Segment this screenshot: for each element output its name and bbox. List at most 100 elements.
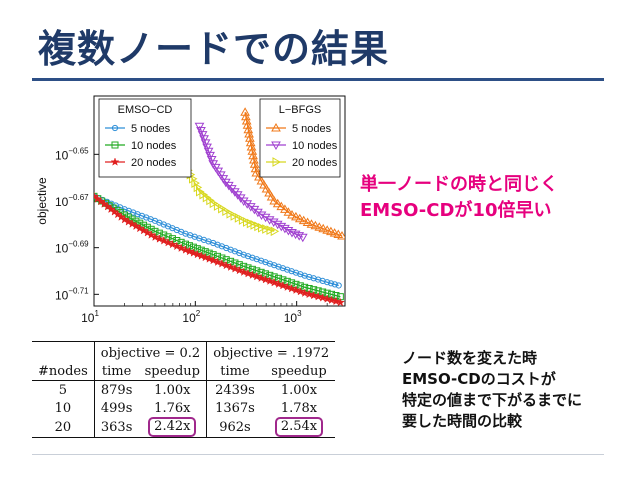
series-point xyxy=(331,281,338,288)
y-tick-label: 10−0.71 xyxy=(55,286,89,302)
table-row: 10 499s 1.76x 1367s 1.78x xyxy=(32,399,335,417)
y-tick-label: 10−0.69 xyxy=(55,240,89,256)
table-header: speedup xyxy=(262,362,336,381)
table-header: objective = 0.2 xyxy=(94,341,208,362)
series-point xyxy=(238,197,249,207)
series-point xyxy=(150,232,160,242)
series-point xyxy=(196,251,206,260)
series-point xyxy=(245,133,255,142)
series-point xyxy=(253,208,263,218)
series-point xyxy=(264,216,275,225)
series-point xyxy=(200,139,211,148)
table-cell: 363s xyxy=(94,417,139,438)
series-point xyxy=(230,211,240,221)
table-cell: 1.78x xyxy=(280,400,318,416)
series-point xyxy=(294,213,305,223)
legend-entry: 5 nodes xyxy=(131,123,171,135)
series-point xyxy=(176,243,186,253)
table-cell: 2.54x xyxy=(262,417,336,438)
series-point xyxy=(242,200,253,209)
series-point xyxy=(172,241,182,251)
series-point xyxy=(273,279,284,289)
highlighted-speedup: 2.42x xyxy=(148,417,197,437)
table-header-row: objective = 0.2 objective = .1972 xyxy=(32,341,336,362)
series-point xyxy=(337,230,345,240)
series-point xyxy=(230,264,240,273)
series-point xyxy=(248,150,258,160)
series-point xyxy=(226,262,236,272)
series-point xyxy=(193,182,203,193)
legend-entry: 5 nodes xyxy=(292,123,332,135)
legend-marker xyxy=(110,157,120,166)
table-cell: 1.00x xyxy=(280,382,318,398)
series-point xyxy=(302,217,313,226)
series-point xyxy=(243,268,253,278)
slide-title: 複数ノードでの結果 xyxy=(38,27,390,71)
series-point xyxy=(258,222,267,233)
series-point xyxy=(324,279,331,286)
legend-marker xyxy=(271,141,281,151)
series-point xyxy=(226,208,236,219)
table-header: time xyxy=(206,362,263,381)
table-cell: 10 xyxy=(32,399,95,417)
callout-line: EMSO-CDが10倍早い xyxy=(360,200,552,221)
series-point xyxy=(327,280,335,287)
series-point xyxy=(276,222,287,232)
series-point xyxy=(272,198,283,208)
series-point xyxy=(204,254,214,263)
series-point xyxy=(318,223,329,233)
callout-line: 特定の値まで下がるまでに xyxy=(402,391,583,409)
series-point xyxy=(256,211,267,221)
series-markers xyxy=(240,107,345,240)
series-line xyxy=(94,195,341,298)
series-point xyxy=(135,223,145,233)
y-tick-label: 10−0.65 xyxy=(55,146,89,162)
legend-entry: 10 nodes xyxy=(292,140,338,152)
series-point xyxy=(241,111,251,121)
series-point xyxy=(318,293,328,302)
series-point xyxy=(310,220,321,230)
y-axis-label: objective xyxy=(35,177,49,225)
series-point xyxy=(208,255,218,265)
footer-divider xyxy=(32,454,604,455)
table-header: #nodes xyxy=(32,362,95,381)
series-point xyxy=(313,291,323,301)
series-point xyxy=(159,236,169,245)
series-point xyxy=(213,201,223,211)
series-point xyxy=(280,204,290,213)
legend-marker xyxy=(271,122,281,132)
series-point xyxy=(241,115,252,125)
series-point xyxy=(131,221,141,231)
legend-marker xyxy=(272,157,282,167)
series-point xyxy=(265,276,275,286)
legend-marker xyxy=(111,124,119,132)
series-point xyxy=(206,156,217,165)
series-markers xyxy=(94,191,345,306)
series-point xyxy=(243,124,254,134)
series-point xyxy=(266,225,276,236)
legend-entry: 10 nodes xyxy=(131,140,177,152)
series-point xyxy=(245,203,256,212)
series-point xyxy=(191,178,200,188)
table-cell: 1367s xyxy=(215,400,255,416)
series-point xyxy=(217,259,227,268)
series-point xyxy=(218,203,227,214)
legend-entry: 20 nodes xyxy=(292,157,338,169)
x-tick-label: 102 xyxy=(182,309,200,325)
series-point xyxy=(221,260,231,270)
table-row: 20 363s 2.42x 962s 2.54x xyxy=(32,417,336,438)
table-header: objective = .1972 xyxy=(206,341,336,362)
series-point xyxy=(167,239,177,249)
series-point xyxy=(331,296,341,306)
table-cell: 2.42x xyxy=(138,417,208,438)
series-point xyxy=(184,246,195,256)
series-point xyxy=(249,205,260,215)
table-cell: 962s xyxy=(206,417,263,438)
series-point xyxy=(119,214,130,224)
series-point xyxy=(262,224,271,234)
series-point xyxy=(200,252,210,262)
series-point xyxy=(278,280,288,290)
series-point xyxy=(304,289,314,299)
table-cell: 1.76x xyxy=(138,399,208,417)
series-point xyxy=(212,257,223,267)
